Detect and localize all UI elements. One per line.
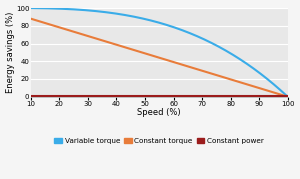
X-axis label: Speed (%): Speed (%) <box>137 108 181 117</box>
Y-axis label: Energy savings (%): Energy savings (%) <box>6 12 15 93</box>
Legend: Variable torque, Constant torque, Constant power: Variable torque, Constant torque, Consta… <box>54 138 264 144</box>
